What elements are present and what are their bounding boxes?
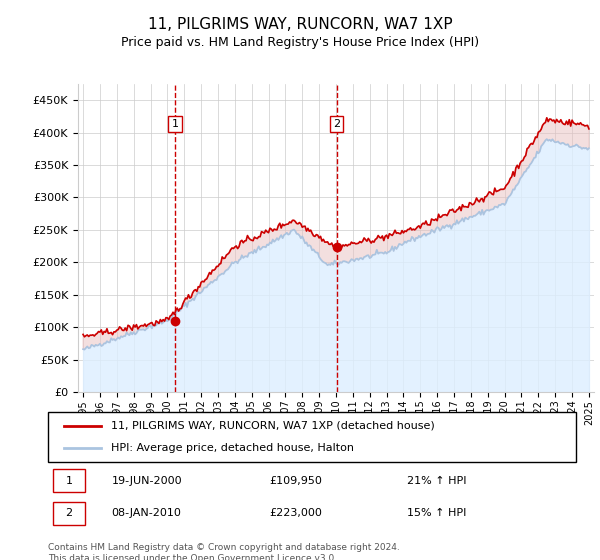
Text: HPI: Average price, detached house, Halton: HPI: Average price, detached house, Halt… [112, 443, 355, 453]
FancyBboxPatch shape [48, 412, 576, 462]
Text: £109,950: £109,950 [270, 476, 323, 486]
Text: 11, PILGRIMS WAY, RUNCORN, WA7 1XP (detached house): 11, PILGRIMS WAY, RUNCORN, WA7 1XP (deta… [112, 421, 435, 431]
Text: 08-JAN-2010: 08-JAN-2010 [112, 508, 181, 518]
Text: 21% ↑ HPI: 21% ↑ HPI [407, 476, 467, 486]
Text: £223,000: £223,000 [270, 508, 323, 518]
Text: 2: 2 [65, 508, 73, 518]
Text: 1: 1 [172, 119, 179, 129]
Text: Price paid vs. HM Land Registry's House Price Index (HPI): Price paid vs. HM Land Registry's House … [121, 36, 479, 49]
Text: 11, PILGRIMS WAY, RUNCORN, WA7 1XP: 11, PILGRIMS WAY, RUNCORN, WA7 1XP [148, 17, 452, 32]
FancyBboxPatch shape [53, 469, 85, 492]
Text: 2: 2 [333, 119, 340, 129]
Text: 1: 1 [65, 476, 73, 486]
Text: Contains HM Land Registry data © Crown copyright and database right 2024.
This d: Contains HM Land Registry data © Crown c… [48, 543, 400, 560]
Text: 15% ↑ HPI: 15% ↑ HPI [407, 508, 466, 518]
Text: 19-JUN-2000: 19-JUN-2000 [112, 476, 182, 486]
FancyBboxPatch shape [53, 502, 85, 525]
